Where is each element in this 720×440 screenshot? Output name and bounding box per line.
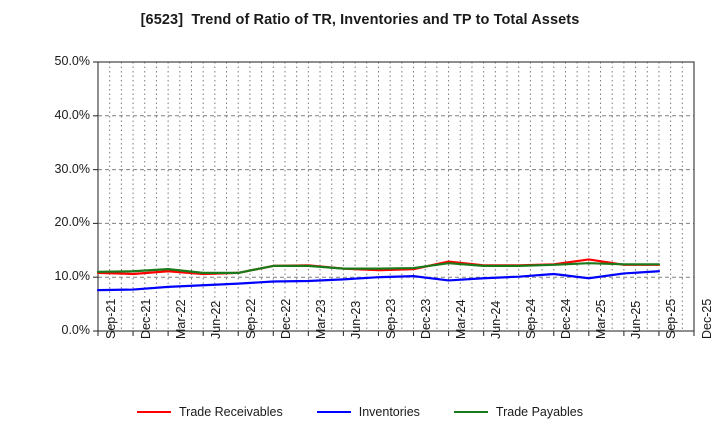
legend-line-swatch xyxy=(453,411,488,413)
legend-line-swatch xyxy=(316,411,351,413)
y-tick-label: 50.0% xyxy=(54,54,90,68)
x-tick-label: Jun-23 xyxy=(348,300,363,339)
x-tick-label: Sep-21 xyxy=(103,298,118,339)
x-tick-label: Dec-25 xyxy=(699,298,714,339)
y-tick-label: 20.0% xyxy=(54,215,90,230)
y-tick-label: 30.0% xyxy=(54,161,90,176)
x-tick-label: Dec-23 xyxy=(419,298,434,339)
plot-frame xyxy=(97,61,695,332)
x-tick-label: Sep-24 xyxy=(524,298,539,339)
legend-line-swatch xyxy=(136,411,171,413)
legend-label: Trade Receivables xyxy=(178,405,283,419)
x-tick-label: Jun-25 xyxy=(629,300,644,339)
legend-label: Trade Payables xyxy=(495,405,583,419)
legend-item[interactable]: Trade Payables xyxy=(453,405,583,419)
x-tick-label: Sep-23 xyxy=(383,298,398,339)
series-line-trade-payables xyxy=(96,262,661,274)
axis-ticks-layer xyxy=(93,61,695,336)
x-tick-label: Sep-25 xyxy=(664,298,679,339)
legend-item[interactable]: Trade Receivables xyxy=(136,405,283,419)
series-line-inventories xyxy=(96,270,661,292)
grid-layer xyxy=(98,61,695,331)
x-tick-label: Sep-22 xyxy=(243,298,258,339)
x-tick-label: Mar-25 xyxy=(594,299,609,339)
x-tick-label: Mar-23 xyxy=(313,299,328,339)
x-tick-label: Dec-24 xyxy=(559,298,574,339)
axes-layer xyxy=(97,61,695,332)
x-tick-label: Jun-24 xyxy=(489,300,504,339)
y-tick-label: 40.0% xyxy=(54,107,90,122)
x-tick-label: Dec-21 xyxy=(138,298,153,339)
x-tick-label: Mar-24 xyxy=(454,299,469,339)
y-tick-label: 10.0% xyxy=(54,269,90,284)
y-tick-label: 0.0% xyxy=(61,323,91,337)
series-layer xyxy=(96,258,661,292)
chart-title: [6523] Trend of Ratio of TR, Inventories… xyxy=(140,12,580,28)
x-tick-label: Dec-22 xyxy=(278,298,293,339)
x-tick-label: Mar-22 xyxy=(173,299,188,339)
legend-item[interactable]: Inventories xyxy=(316,405,420,419)
series-line-trade-receivables xyxy=(96,258,661,276)
x-tick-label: Jun-22 xyxy=(208,300,223,339)
legend-label: Inventories xyxy=(358,405,420,419)
chart-legend: Trade Receivables Inventories Trade Payabl… xyxy=(0,405,720,419)
